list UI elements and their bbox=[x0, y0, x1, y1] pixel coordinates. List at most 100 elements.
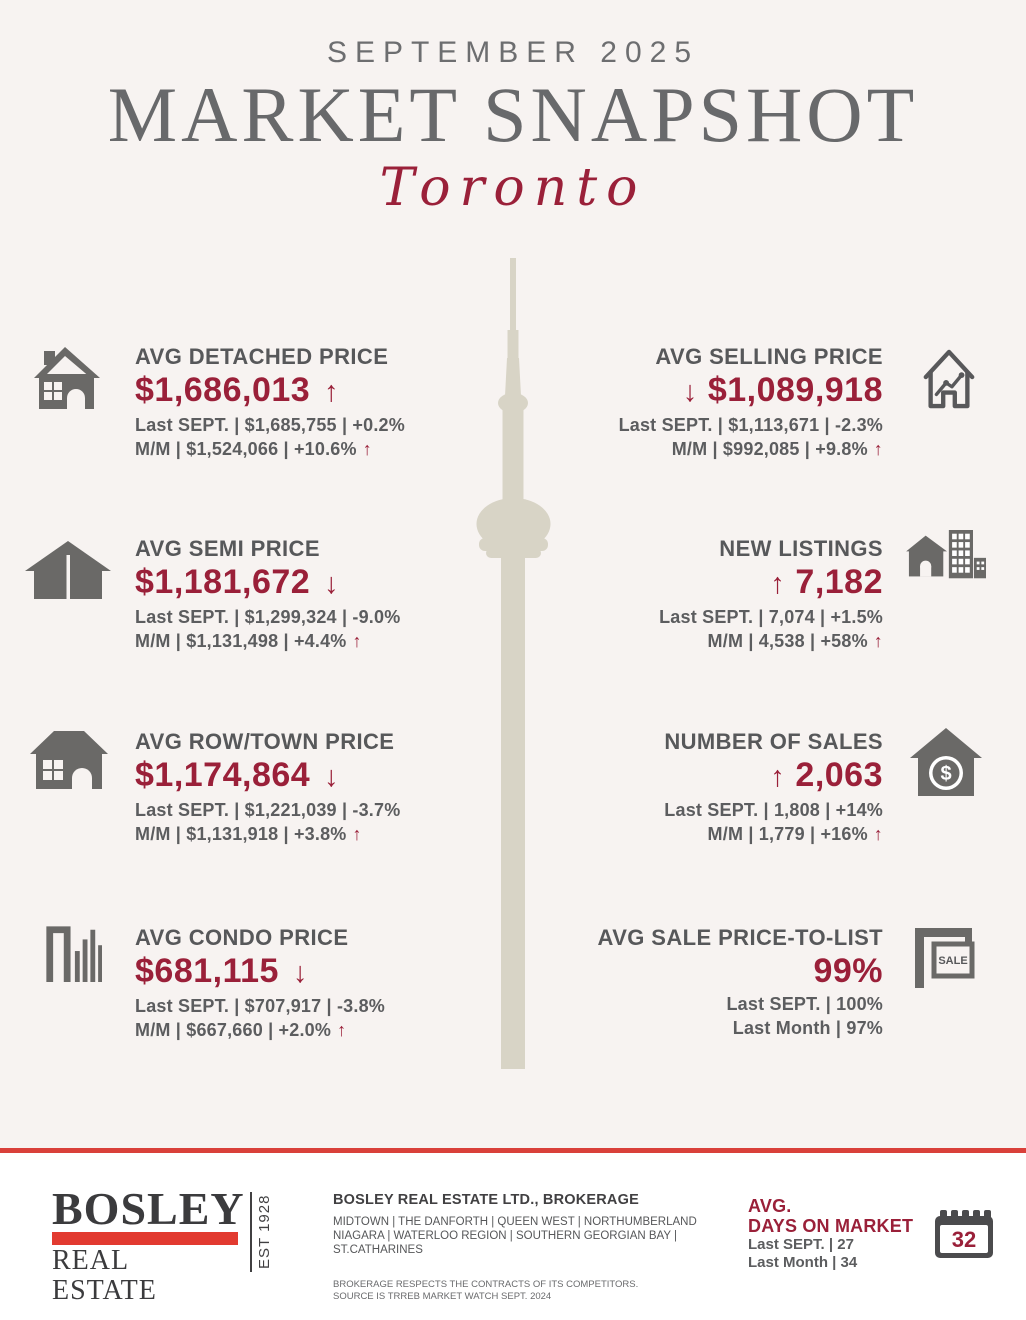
city-buildings-icon bbox=[906, 530, 986, 579]
logo-red-bar bbox=[52, 1232, 238, 1245]
avg-days-on-market: AVG. DAYS ON MARKET Last SEPT. | 27 Last… bbox=[748, 1196, 928, 1272]
sale-sign-icon: SALE bbox=[915, 928, 975, 988]
logo-divider bbox=[250, 1192, 252, 1272]
stat-last-month: Last Month | 97% bbox=[732, 1018, 883, 1038]
stat-avg-sale-price-to-list: AVG SALE PRICE-TO-LIST 99% Last SEPT. | … bbox=[463, 926, 883, 1040]
stat-last-year: Last SEPT. | $1,685,755 | +0.2% bbox=[135, 415, 405, 435]
mm-text: M/M | $1,131,918 | +3.8% bbox=[135, 824, 347, 844]
stat-title: AVG SALE PRICE-TO-LIST bbox=[597, 925, 883, 950]
down-arrow-icon: ↓ bbox=[324, 568, 340, 600]
logo-est-label: EST 1928 bbox=[256, 1194, 273, 1270]
mm-text: M/M | $1,524,066 | +10.6% bbox=[135, 439, 357, 459]
up-arrow-icon: ↑ bbox=[873, 439, 883, 459]
stat-mm: M/M | $992,085 | +9.8% ↑ bbox=[463, 437, 883, 461]
brokerage-disclaimer-line2: SOURCE IS TRREB MARKET WATCH SEPT. 2024 bbox=[333, 1291, 552, 1302]
up-arrow-icon: ↑ bbox=[873, 631, 883, 651]
days-title-line1: AVG. bbox=[748, 1196, 792, 1216]
stat-last-year: Last SEPT. | 1,808 | +14% bbox=[664, 800, 883, 820]
stat-last-year: Last SEPT. | $1,113,671 | -2.3% bbox=[618, 415, 883, 435]
calendar-icon: 32 bbox=[935, 1210, 993, 1258]
mm-text: M/M | $992,085 | +9.8% bbox=[671, 439, 868, 459]
stat-title: AVG SEMI PRICE bbox=[135, 536, 320, 561]
value-text: $1,089,918 bbox=[707, 371, 883, 409]
stat-last-year: Last SEPT. | $707,917 | -3.8% bbox=[135, 996, 386, 1016]
stat-mm: M/M | 1,779 | +16% ↑ bbox=[463, 822, 883, 846]
value-text: $1,174,864 bbox=[135, 756, 311, 794]
row-house-icon bbox=[30, 731, 108, 789]
mm-text: M/M | $667,660 | +2.0% bbox=[135, 1020, 332, 1040]
stat-title: AVG DETACHED PRICE bbox=[135, 344, 389, 369]
semi-house-icon bbox=[25, 541, 111, 599]
stat-avg-row-town-price: AVG ROW/TOWN PRICE $1,174,864 ↓ Last SEPT… bbox=[135, 730, 555, 846]
days-title-line2: DAYS ON MARKET bbox=[748, 1216, 914, 1236]
stat-last-year: Last SEPT. | $1,299,324 | -9.0% bbox=[135, 607, 401, 627]
up-arrow-icon: ↑ bbox=[770, 568, 786, 600]
dollar-glyph: $ bbox=[940, 763, 951, 785]
logo-name: BOSLEY bbox=[52, 1183, 245, 1234]
bosley-logo: BOSLEY REAL ESTATE bbox=[52, 1183, 245, 1306]
cn-tower-graphic bbox=[476, 258, 551, 1069]
days-last-month: Last Month | 34 bbox=[748, 1254, 858, 1271]
stat-avg-semi-price: AVG SEMI PRICE $1,181,672 ↓ Last SEPT. | … bbox=[135, 537, 555, 653]
stat-title: AVG SELLING PRICE bbox=[655, 344, 883, 369]
up-arrow-icon: ↑ bbox=[362, 439, 372, 459]
stat-mm: M/M | $1,524,066 | +10.6% ↑ bbox=[135, 437, 555, 461]
stat-number-of-sales: NUMBER OF SALES ↑ 2,063 Last SEPT. | 1,80… bbox=[463, 730, 883, 846]
stat-mm: M/M | 4,538 | +58% ↑ bbox=[463, 629, 883, 653]
stat-value: $1,686,013 ↑ bbox=[135, 369, 555, 413]
stat-avg-condo-price: AVG CONDO PRICE $681,115 ↓ Last SEPT. | $… bbox=[135, 926, 555, 1042]
stat-last-year: Last SEPT. | 7,074 | +1.5% bbox=[659, 607, 883, 627]
stat-avg-selling-price: AVG SELLING PRICE ↓ $1,089,918 Last SEPT.… bbox=[463, 345, 883, 461]
mm-text: M/M | 1,779 | +16% bbox=[707, 824, 868, 844]
down-arrow-icon: ↓ bbox=[292, 957, 308, 989]
mm-text: M/M | 4,538 | +58% bbox=[707, 631, 868, 651]
up-arrow-icon: ↑ bbox=[352, 824, 362, 844]
period-label: SEPTEMBER 2025 bbox=[326, 36, 700, 69]
stat-mm: M/M | $667,660 | +2.0% ↑ bbox=[135, 1018, 555, 1042]
value-text: $1,181,672 bbox=[135, 563, 311, 601]
stat-title: AVG ROW/TOWN PRICE bbox=[135, 729, 395, 754]
stat-new-listings: NEW LISTINGS ↑ 7,182 Last SEPT. | 7,074 |… bbox=[463, 537, 883, 653]
down-arrow-icon: ↓ bbox=[324, 761, 340, 793]
brokerage-disclaimer-line1: BROKERAGE RESPECTS THE CONTRACTS OF ITS … bbox=[333, 1279, 639, 1290]
days-last-year: Last SEPT. | 27 bbox=[748, 1236, 854, 1253]
stat-value: ↑ 7,182 bbox=[463, 561, 883, 605]
stat-last-year: Last SEPT. | $1,221,039 | -3.7% bbox=[135, 800, 401, 820]
mm-text: M/M | $1,131,498 | +4.4% bbox=[135, 631, 347, 651]
stat-value: $1,181,672 ↓ bbox=[135, 561, 555, 605]
days-value: 32 bbox=[952, 1227, 976, 1252]
stat-mm: M/M | $1,131,918 | +3.8% ↑ bbox=[135, 822, 555, 846]
stat-title: NUMBER OF SALES bbox=[664, 729, 883, 754]
value-text: $681,115 bbox=[135, 952, 279, 990]
up-arrow-icon: ↑ bbox=[770, 761, 786, 793]
stat-title: AVG CONDO PRICE bbox=[135, 925, 349, 950]
condo-buildings-icon bbox=[46, 926, 102, 982]
value-text: 2,063 bbox=[795, 756, 883, 794]
brokerage-title: BOSLEY REAL ESTATE LTD., BROKERAGE bbox=[333, 1192, 639, 1208]
brokerage-info: BOSLEY REAL ESTATE LTD., BROKERAGE MIDTO… bbox=[333, 1192, 733, 1303]
down-arrow-icon: ↓ bbox=[682, 376, 698, 408]
up-arrow-icon: ↑ bbox=[324, 376, 340, 408]
house-chart-icon bbox=[923, 349, 975, 409]
value-text: 7,182 bbox=[795, 563, 883, 601]
stat-avg-detached-price: AVG DETACHED PRICE $1,686,013 ↑ Last SEPT… bbox=[135, 345, 555, 461]
stat-value: 99% bbox=[463, 950, 883, 992]
up-arrow-icon: ↑ bbox=[873, 824, 883, 844]
house-dollar-icon: $ bbox=[910, 728, 982, 796]
up-arrow-icon: ↑ bbox=[352, 631, 362, 651]
stat-value: ↑ 2,063 bbox=[463, 754, 883, 798]
city-script-label: Toronto bbox=[379, 158, 647, 218]
brokerage-regions-line1: MIDTOWN | THE DANFORTH | QUEEN WEST | NO… bbox=[333, 1216, 697, 1228]
stat-mm: M/M | $1,131,498 | +4.4% ↑ bbox=[135, 629, 555, 653]
red-separator bbox=[0, 1148, 1026, 1153]
stat-value: $681,115 ↓ bbox=[135, 950, 555, 994]
value-text: $1,686,013 bbox=[135, 371, 311, 409]
page-title: MARKET SNAPSHOT bbox=[107, 71, 919, 158]
brokerage-regions-line2: NIAGARA | WATERLOO REGION | SOUTHERN GEO… bbox=[333, 1230, 678, 1256]
stat-title: NEW LISTINGS bbox=[719, 536, 883, 561]
stat-value: $1,174,864 ↓ bbox=[135, 754, 555, 798]
value-text: 99% bbox=[813, 952, 883, 990]
detached-house-icon bbox=[34, 347, 100, 409]
logo-subtitle: REAL ESTATE bbox=[52, 1245, 157, 1306]
stat-value: ↓ $1,089,918 bbox=[463, 369, 883, 413]
